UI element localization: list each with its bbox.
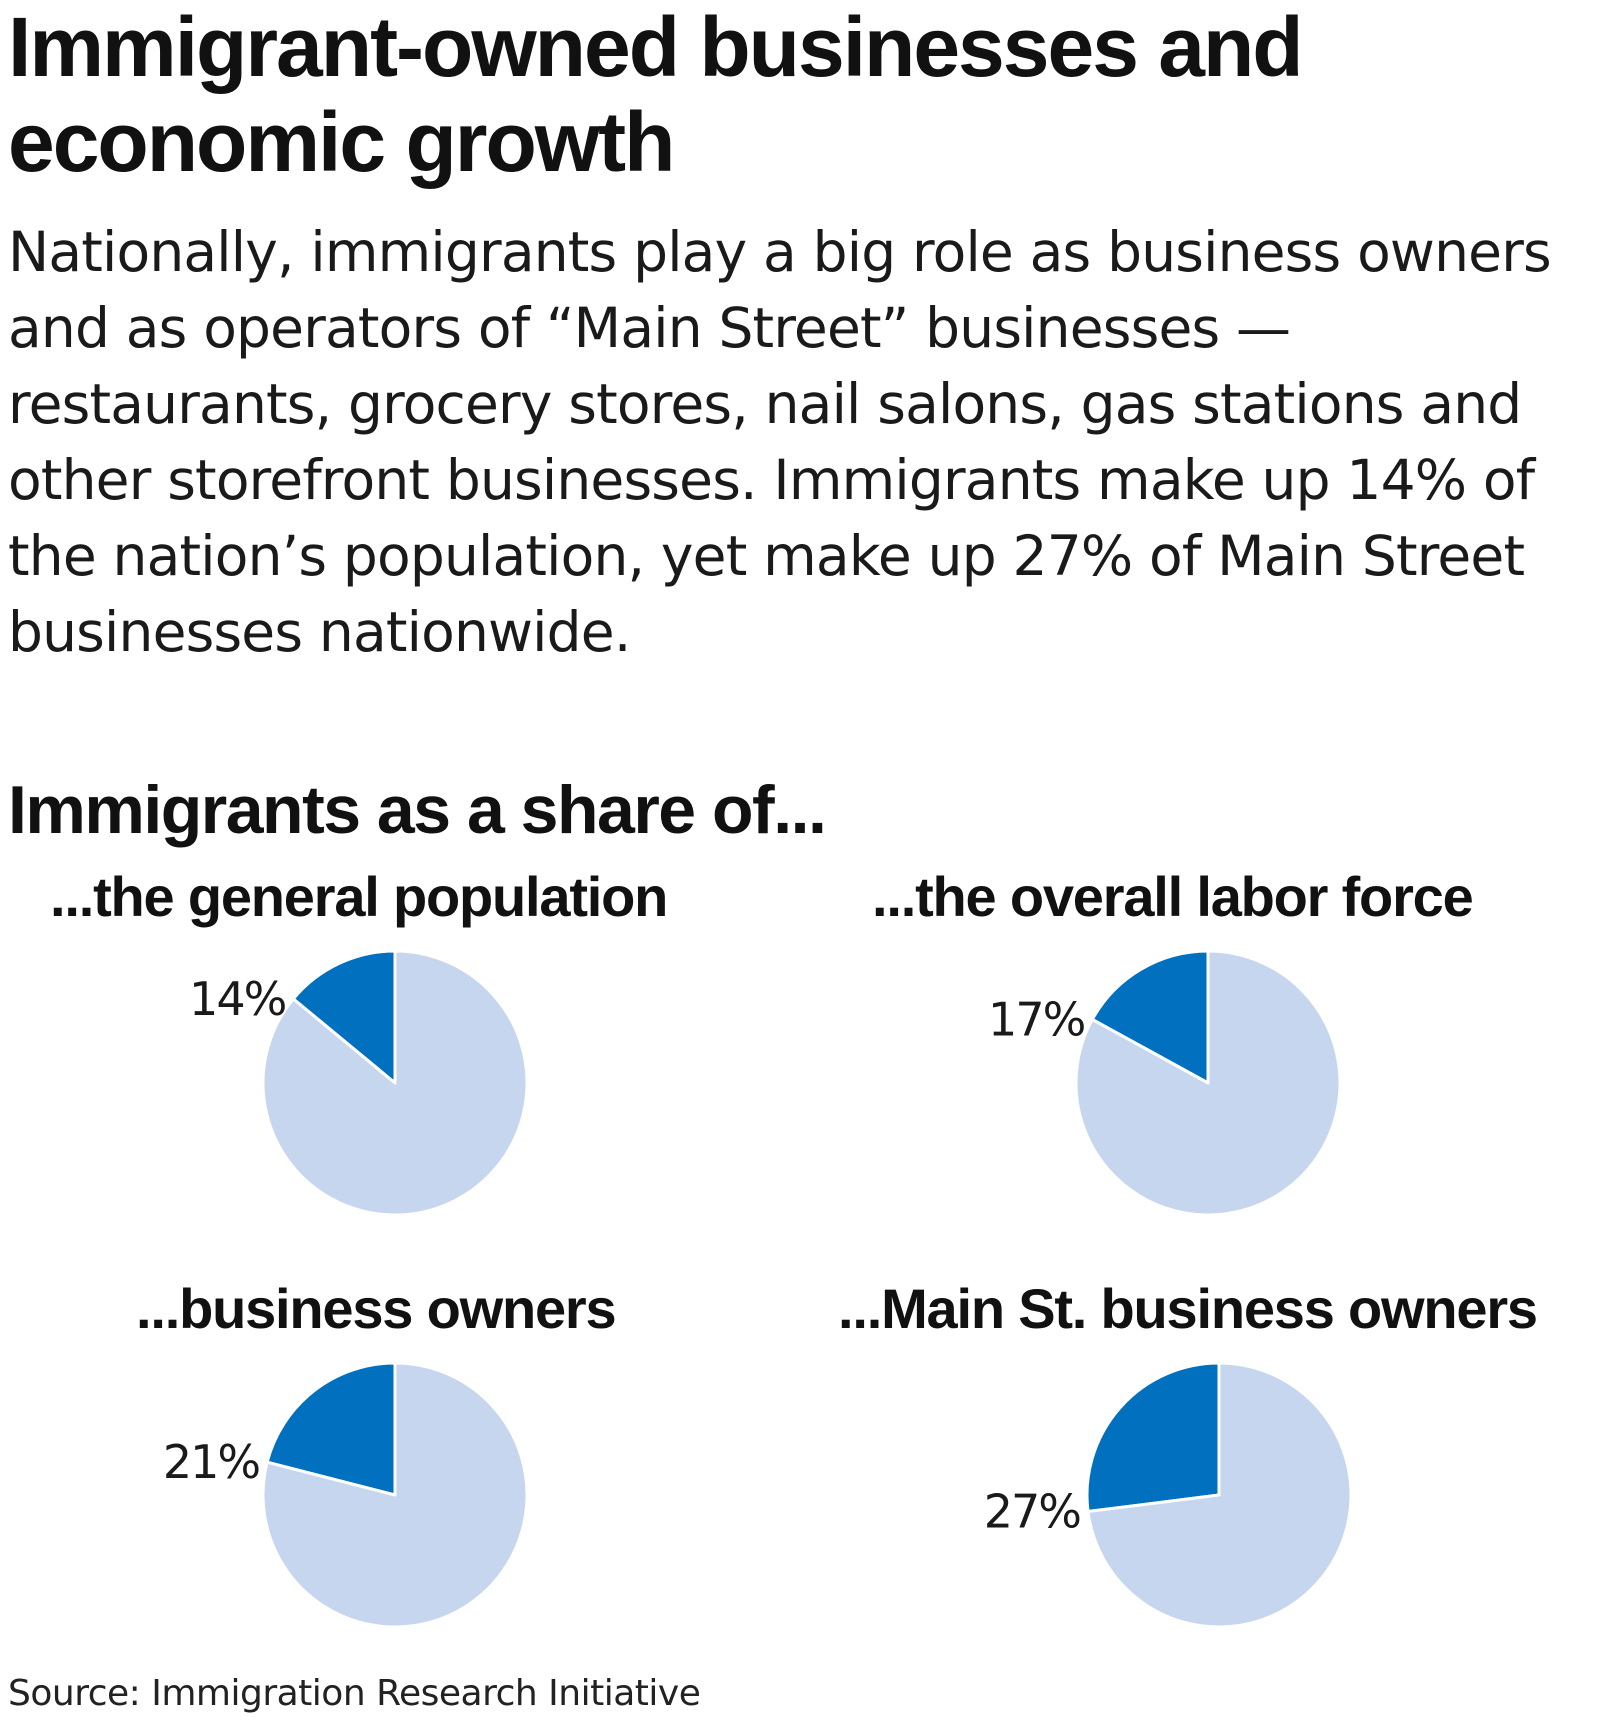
pie-title-labor-force: ...the overall labor force [872,865,1474,928]
pie-business-owners: 21% [163,1361,529,1629]
pie-slice-immigrant-share [291,949,397,1085]
page-title: Immigrant-owned businesses and economic … [8,0,1304,189]
pie-title-business-owners: ...business owners [136,1277,617,1340]
pie-slice-remainder [261,949,529,1217]
chart-group-title: Immigrants as a share of... [8,772,827,848]
pie-labor-force: 17% [988,949,1342,1217]
pie-general-population: 14% [189,949,529,1217]
pie-slice-immigrant-share [265,1361,397,1497]
source-note: Source: Immigration Research Initiative [8,1673,701,1714]
pie-data-label: 27% [984,1485,1081,1539]
pie-title-general-population: ...the general population [50,865,668,928]
intro-paragraph: Nationally, immigrants play a big role a… [8,220,1552,664]
pie-slice-immigrant-share [1085,1361,1221,1514]
pie-slice-remainder [1074,949,1342,1217]
pie-title-main-st-business-owners: ...Main St. business owners [838,1277,1538,1340]
pie-data-label: 17% [988,992,1085,1046]
pie-slice-remainder [261,1361,529,1629]
pie-data-label: 14% [189,972,286,1026]
pie-main-st-business-owners: 27% [984,1361,1353,1629]
pie-slice-immigrant-share [1090,949,1210,1085]
pie-data-label: 21% [163,1435,260,1489]
pie-slice-remainder [1086,1361,1353,1629]
